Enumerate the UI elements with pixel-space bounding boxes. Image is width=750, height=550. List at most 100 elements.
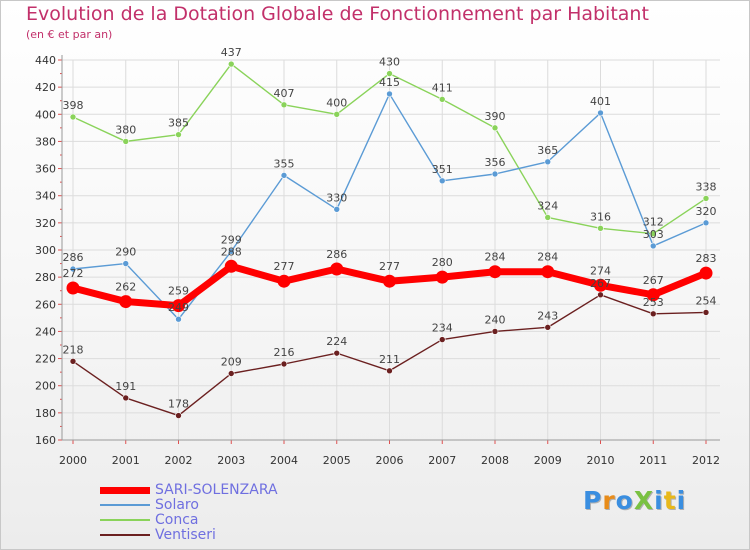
x-tick-label: 2002 <box>165 454 193 467</box>
legend-swatch <box>100 534 150 536</box>
data-point-sari-solenzara <box>435 270 449 284</box>
data-point-conca <box>333 110 341 118</box>
data-point-ventiseri <box>386 367 393 375</box>
y-tick-label: 380 <box>35 135 56 148</box>
data-point-ventiseri <box>227 370 235 377</box>
x-tick-label: 2007 <box>428 454 456 467</box>
data-label-sari-solenzara: 288 <box>221 245 242 258</box>
data-label-sari-solenzara: 284 <box>485 251 506 264</box>
data-point-solaro <box>544 158 552 166</box>
x-tick-label: 2008 <box>481 454 509 467</box>
data-point-sari-solenzara <box>488 265 502 279</box>
legend-swatch <box>100 519 150 521</box>
data-point-ventiseri <box>491 328 499 335</box>
data-label-solaro: 351 <box>432 163 453 176</box>
y-tick-label: 340 <box>35 190 56 203</box>
data-point-ventiseri <box>649 310 657 318</box>
legend-label: Conca <box>155 512 199 528</box>
data-label-ventiseri: 211 <box>379 353 400 366</box>
data-label-ventiseri: 209 <box>221 356 242 369</box>
data-label-conca: 400 <box>326 96 347 109</box>
data-label-sari-solenzara: 262 <box>115 281 136 294</box>
data-point-ventiseri <box>175 412 182 419</box>
legend-label: Solaro <box>155 497 199 513</box>
data-point-ventiseri <box>69 357 77 365</box>
data-label-sari-solenzara: 277 <box>379 260 400 273</box>
data-point-conca <box>544 214 552 221</box>
x-tick-label: 2005 <box>323 454 351 467</box>
data-point-solaro <box>227 248 235 255</box>
data-label-solaro: 299 <box>221 233 242 246</box>
legend-item-solaro: Solaro <box>100 497 360 513</box>
data-point-conca <box>649 230 657 238</box>
data-label-solaro: 320 <box>696 205 717 218</box>
data-point-solaro <box>280 172 288 179</box>
x-tick-label: 2009 <box>534 454 562 467</box>
data-label-sari-solenzara: 277 <box>274 260 295 273</box>
data-label-sari-solenzara: 284 <box>537 251 558 264</box>
data-label-conca: 338 <box>696 180 717 193</box>
data-label-solaro: 286 <box>63 251 84 264</box>
data-point-ventiseri <box>702 309 710 316</box>
data-point-sari-solenzara <box>330 262 344 276</box>
data-label-solaro: 303 <box>643 228 664 241</box>
y-tick-label: 200 <box>35 380 56 393</box>
x-tick-label: 2012 <box>692 454 720 467</box>
x-tick-label: 2003 <box>217 454 245 467</box>
data-label-ventiseri: 224 <box>326 335 347 348</box>
data-point-sari-solenzara <box>383 274 396 288</box>
data-label-conca: 380 <box>115 123 136 136</box>
data-label-conca: 312 <box>643 216 664 229</box>
data-label-ventiseri: 253 <box>643 296 664 309</box>
y-tick-label: 280 <box>35 271 56 284</box>
data-point-solaro <box>438 177 446 185</box>
data-point-ventiseri <box>122 394 130 402</box>
y-tick-label: 440 <box>35 54 56 67</box>
data-point-solaro <box>649 242 657 250</box>
data-label-ventiseri: 254 <box>696 294 717 307</box>
x-tick-label: 2000 <box>59 454 87 467</box>
data-label-solaro: 290 <box>115 246 136 259</box>
data-label-ventiseri: 191 <box>115 380 136 393</box>
data-point-ventiseri <box>438 336 446 343</box>
data-point-solaro <box>175 315 182 323</box>
data-point-solaro <box>702 219 710 227</box>
legend-item-sari-solenzara: SARI-SOLENZARA <box>100 482 360 498</box>
data-label-ventiseri: 216 <box>274 346 295 359</box>
y-tick-label: 220 <box>35 353 56 366</box>
data-point-sari-solenzara <box>224 259 238 273</box>
data-label-solaro: 365 <box>537 144 558 157</box>
chart-subtitle: (en € et par an) <box>26 28 113 41</box>
data-point-ventiseri <box>597 291 604 299</box>
proxiti-logo: ProXiti <box>583 486 687 515</box>
data-label-sari-solenzara: 286 <box>326 248 347 261</box>
data-label-ventiseri: 267 <box>590 277 611 290</box>
data-label-sari-solenzara: 267 <box>643 274 664 287</box>
data-point-conca <box>122 138 130 145</box>
data-label-solaro: 415 <box>379 76 400 89</box>
data-label-sari-solenzara: 280 <box>432 256 453 269</box>
data-point-conca <box>491 124 499 132</box>
y-tick-label: 400 <box>35 108 56 121</box>
y-tick-label: 420 <box>35 81 56 94</box>
data-label-solaro: 355 <box>274 157 295 170</box>
y-tick-label: 180 <box>35 407 56 420</box>
data-point-conca <box>69 113 77 121</box>
data-point-conca <box>386 70 393 77</box>
data-label-ventiseri: 178 <box>168 398 189 411</box>
x-tick-label: 2006 <box>376 454 404 467</box>
data-point-sari-solenzara <box>172 299 185 313</box>
data-point-sari-solenzara <box>119 295 133 309</box>
data-label-conca: 437 <box>221 46 242 59</box>
y-tick-label: 160 <box>35 434 56 447</box>
data-label-solaro: 330 <box>326 191 347 204</box>
y-tick-label: 320 <box>35 217 56 230</box>
data-point-sari-solenzara <box>699 266 713 280</box>
data-label-solaro: 356 <box>485 156 506 169</box>
data-label-conca: 430 <box>379 56 400 69</box>
data-point-sari-solenzara <box>646 288 660 302</box>
legend-item-conca: Conca <box>100 512 360 528</box>
y-tick-label: 240 <box>35 325 56 338</box>
legend-label: Ventiseri <box>155 527 216 543</box>
